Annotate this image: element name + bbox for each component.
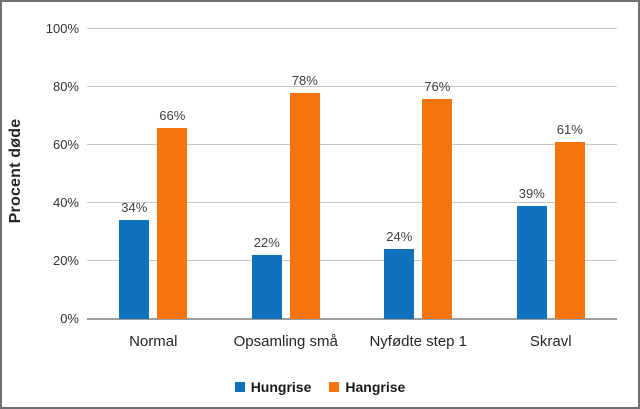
x-category-label: Nyfødte step 1 — [369, 333, 468, 350]
legend-swatch-icon — [329, 382, 340, 392]
bar-value-label: 76% — [424, 78, 451, 94]
legend-label: Hungrise — [250, 379, 312, 395]
bar-value-label: 61% — [556, 122, 583, 138]
bar-value-label: 78% — [291, 72, 318, 88]
bar-value-label: 66% — [159, 107, 186, 123]
x-category-label: Normal — [129, 333, 178, 350]
gridline — [87, 202, 617, 203]
gridline — [87, 28, 617, 29]
bar-hangrise-1 — [157, 127, 188, 319]
bar-value-label: 39% — [518, 185, 545, 201]
legend-item-hangrise: Hangrise — [329, 379, 405, 395]
x-category-label: Skravl — [529, 333, 572, 350]
y-tick-label: 40% — [52, 195, 79, 210]
y-axis-title: Procent døde — [7, 118, 24, 224]
bar-value-label: 24% — [386, 229, 413, 245]
legend-item-hungrise: Hungrise — [234, 379, 312, 395]
legend: Hungrise Hangrise — [2, 379, 638, 395]
bar-value-label: 34% — [121, 200, 148, 216]
bar-hungrise-3 — [384, 249, 415, 319]
bar-value-label: 22% — [253, 235, 280, 251]
y-tick-label: 0% — [60, 311, 79, 326]
bar-hungrise-4 — [516, 205, 547, 319]
y-tick-label: 60% — [52, 137, 79, 152]
y-tick-label: 100% — [45, 21, 79, 36]
gridline — [87, 86, 617, 87]
bar-hangrise-3 — [422, 98, 453, 319]
bar-hungrise-2 — [251, 255, 282, 319]
bar-hungrise-1 — [119, 220, 150, 319]
legend-label: Hangrise — [345, 379, 406, 395]
plot-area: 0% 20% 40% 60% 80% 100% 34% 66% Normal 22% 78% Opsa… — [46, 21, 617, 350]
gridline — [87, 144, 617, 145]
gridline — [87, 260, 617, 261]
x-axis-line — [87, 318, 617, 320]
bar-hangrise-4 — [554, 142, 585, 319]
legend-swatch-icon — [234, 382, 245, 392]
y-tick-label: 80% — [52, 79, 79, 94]
bar-hangrise-2 — [289, 92, 320, 319]
x-category-label: Opsamling små — [233, 333, 338, 350]
y-tick-label: 20% — [52, 253, 79, 268]
